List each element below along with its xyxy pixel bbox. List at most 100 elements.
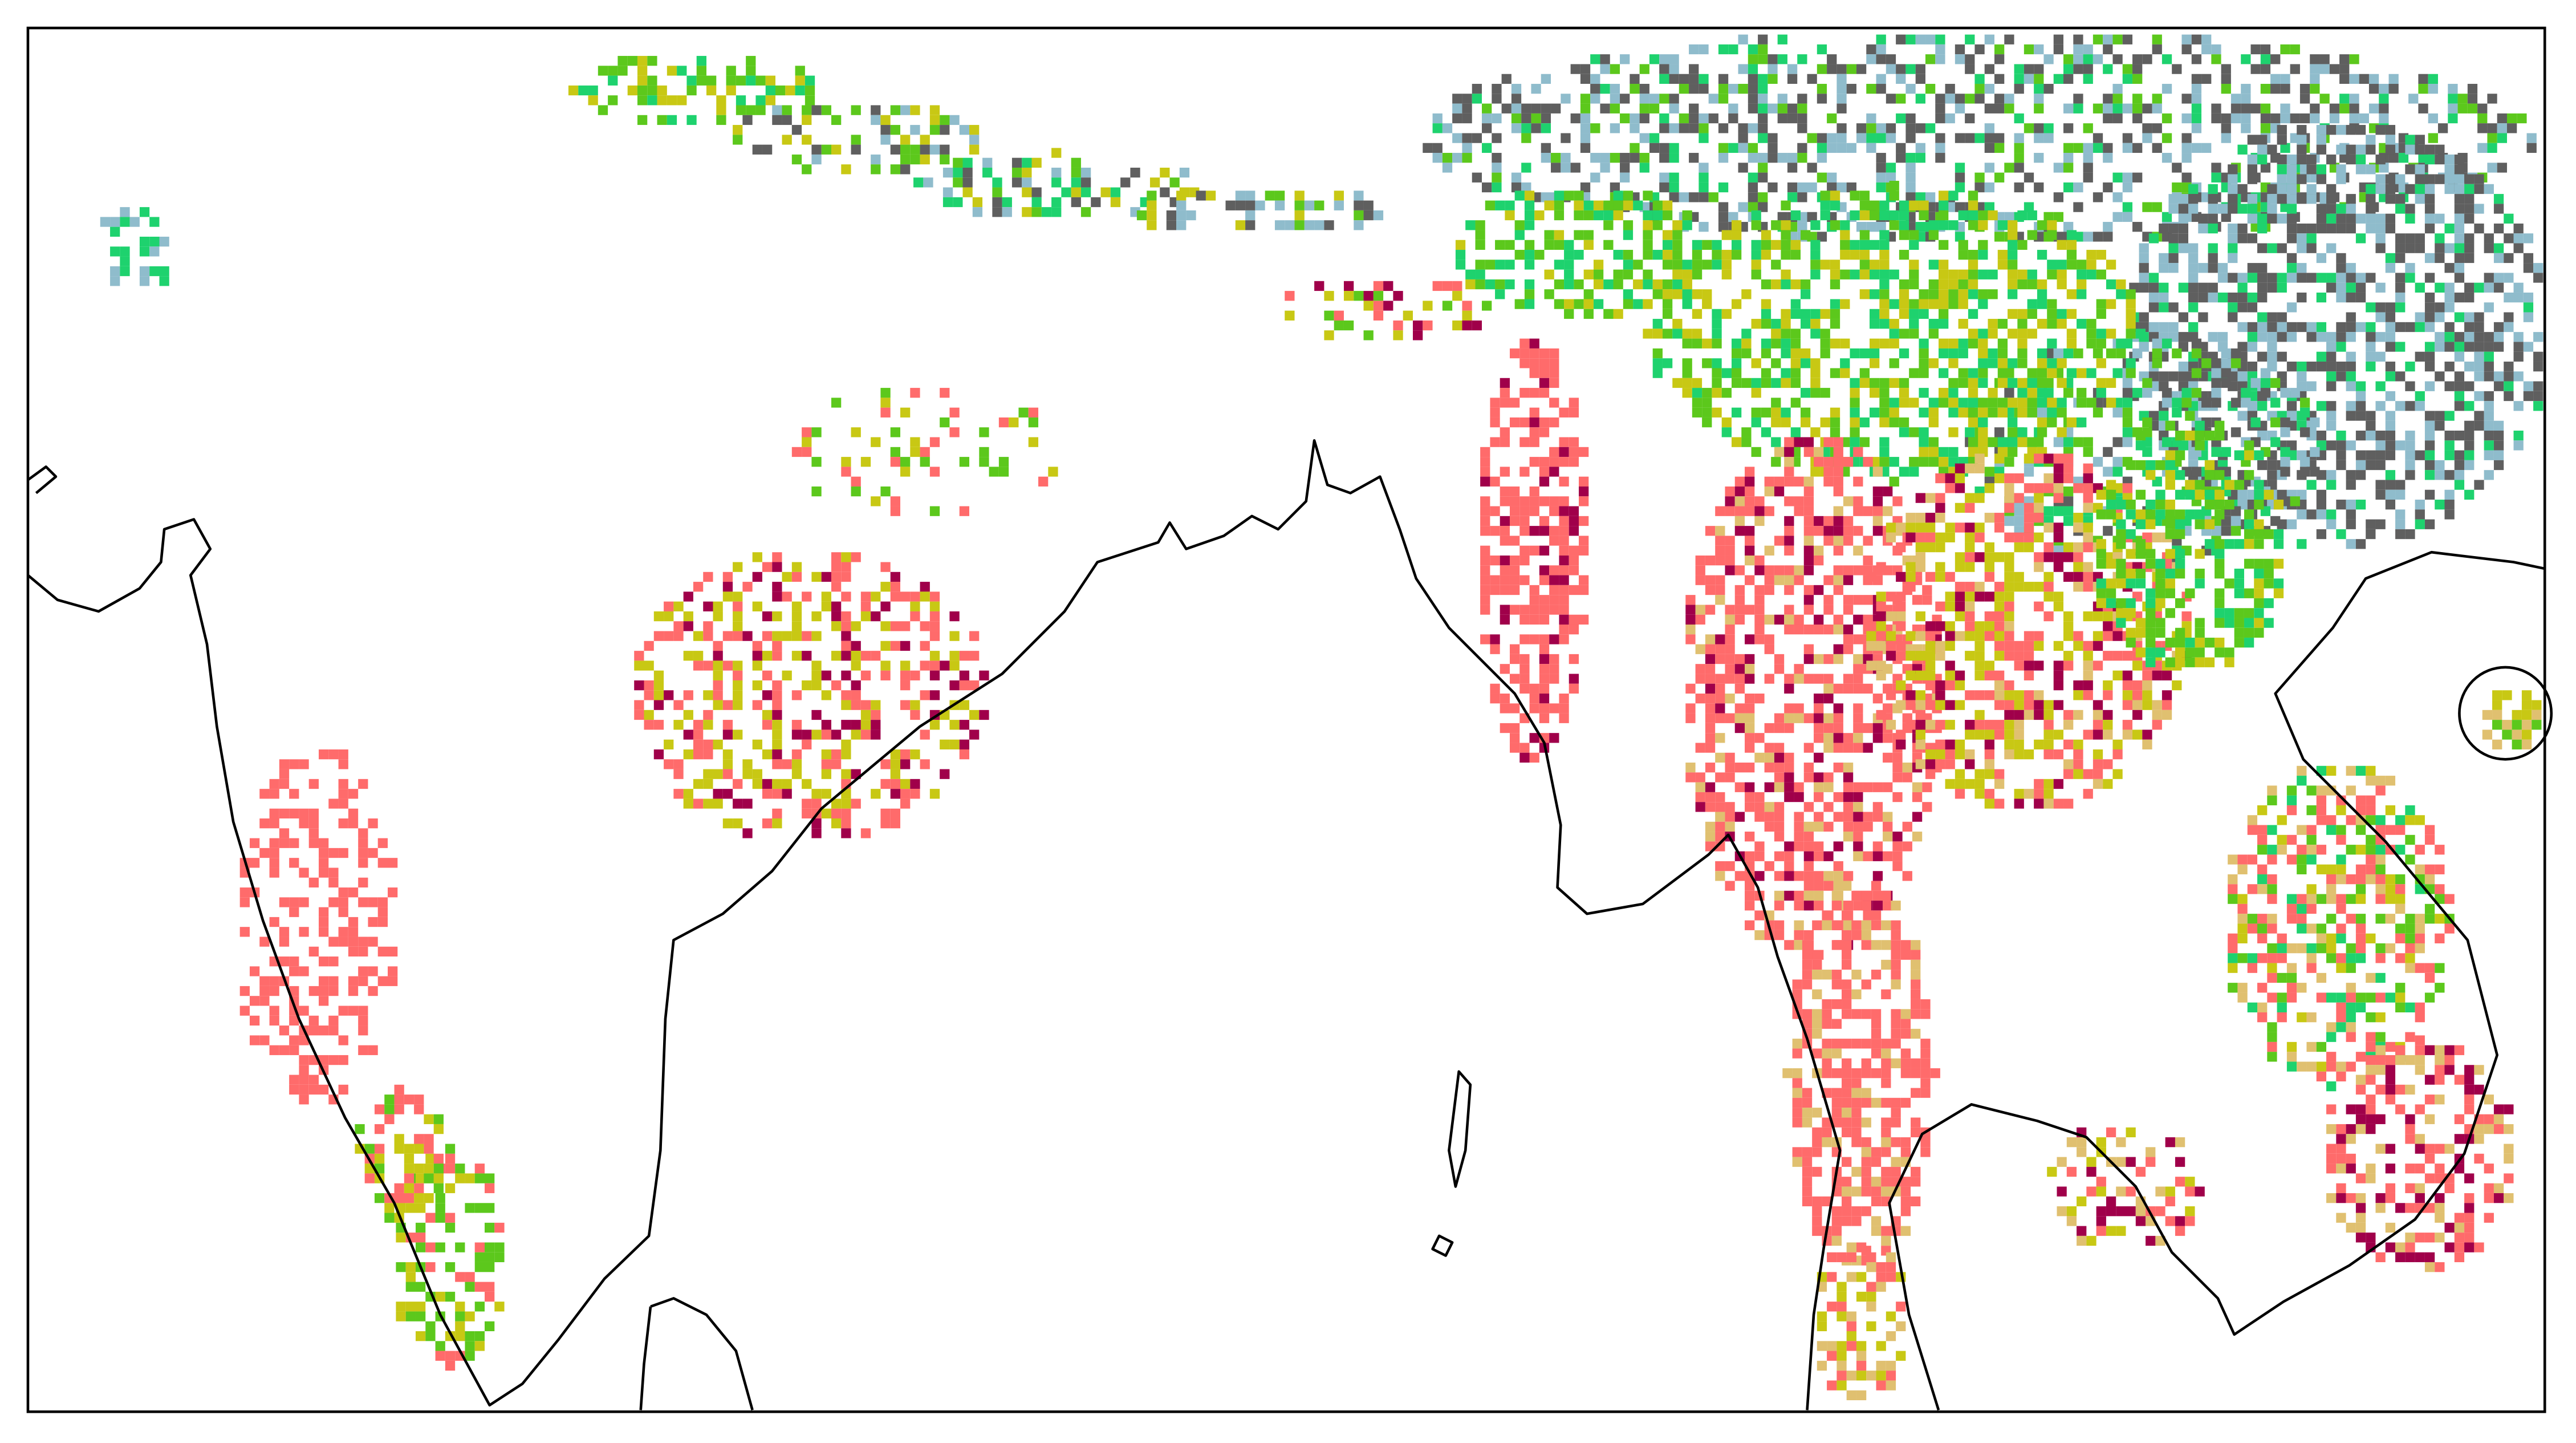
land-cover-cell	[2014, 64, 2024, 74]
land-cover-cell	[2063, 163, 2074, 173]
land-cover-cell	[1659, 182, 1669, 193]
land-cover-cell	[1853, 713, 1863, 723]
land-cover-cell	[1712, 329, 1722, 339]
land-cover-cell	[1590, 123, 1600, 133]
land-cover-cell	[2297, 943, 2307, 954]
land-cover-cell	[1758, 153, 1768, 163]
land-cover-cell	[1610, 182, 1620, 193]
land-cover-cell	[2385, 322, 2396, 333]
land-cover-cell	[1800, 319, 1811, 329]
land-cover-cell	[2024, 123, 2034, 133]
land-cover-cell	[2484, 282, 2494, 293]
land-cover-cell	[2112, 192, 2123, 202]
land-cover-cell	[2316, 923, 2327, 934]
land-cover-cell	[2004, 690, 2014, 700]
land-cover-cell	[1928, 260, 1939, 270]
land-cover-cell	[1984, 483, 1994, 493]
land-cover-cell	[2146, 608, 2156, 618]
land-cover-cell	[1810, 368, 1821, 378]
land-cover-cell	[2247, 233, 2258, 244]
land-cover-cell	[2474, 361, 2484, 372]
land-cover-cell	[2336, 174, 2346, 184]
land-cover-cell	[2513, 292, 2524, 303]
land-cover-cell	[1984, 202, 1994, 212]
land-cover-cell	[2286, 174, 2297, 184]
land-cover-cell	[2316, 164, 2327, 175]
land-cover-cell	[2122, 172, 2133, 183]
land-cover-cell	[1833, 565, 1843, 575]
land-cover-cell	[2106, 348, 2116, 359]
land-cover-cell	[2424, 351, 2435, 362]
land-cover-cell	[1669, 64, 1679, 74]
land-cover-cell	[2155, 618, 2165, 628]
land-cover-cell	[2043, 582, 2054, 592]
land-cover-cell	[1718, 123, 1729, 133]
land-cover-cell	[913, 177, 924, 188]
land-cover-cell	[2435, 500, 2445, 510]
land-cover-cell	[1823, 851, 1834, 861]
land-cover-cell	[2096, 250, 2106, 260]
land-cover-cell	[2336, 1071, 2346, 1082]
land-cover-cell	[1761, 407, 1771, 418]
land-cover-cell	[2004, 621, 2014, 631]
land-cover-cell	[2277, 992, 2287, 1003]
land-cover-cell	[1235, 200, 1246, 210]
land-cover-cell	[1781, 378, 1791, 388]
land-cover-cell	[647, 85, 657, 96]
land-cover-cell	[1955, 103, 1965, 114]
land-cover-cell	[2063, 348, 2074, 359]
land-cover-cell	[1712, 358, 1722, 368]
land-cover-cell	[2228, 312, 2238, 322]
land-cover-cell	[2395, 894, 2406, 904]
land-cover-cell	[1524, 289, 1535, 299]
land-cover-cell	[1531, 103, 1541, 114]
land-cover-cell	[1814, 752, 1824, 763]
land-cover-cell	[2043, 710, 2054, 720]
land-cover-cell	[1692, 407, 1703, 418]
land-cover-cell	[2198, 263, 2208, 273]
land-cover-cell	[1928, 358, 1939, 368]
land-cover-cell	[1519, 358, 1530, 368]
land-cover-cell	[2395, 273, 2406, 283]
land-cover-cell	[1702, 240, 1712, 250]
land-cover-cell	[2395, 1252, 2406, 1262]
land-cover-cell	[1935, 759, 1945, 769]
land-cover-cell	[1925, 54, 1936, 64]
land-cover-cell	[2286, 184, 2297, 194]
land-cover-cell	[1794, 437, 1804, 447]
land-cover-cell	[1935, 94, 1945, 104]
land-cover-cell	[2034, 552, 2044, 562]
land-cover-cell	[2375, 1055, 2386, 1065]
land-cover-cell	[1912, 832, 1923, 842]
land-cover-cell	[1462, 103, 1472, 114]
land-cover-cell	[2379, 84, 2389, 94]
land-cover-cell	[1784, 890, 1794, 901]
land-cover-cell	[2375, 213, 2386, 224]
land-cover-cell	[2306, 834, 2317, 845]
land-cover-cell	[2093, 779, 2103, 789]
land-cover-cell	[2474, 411, 2484, 421]
land-cover-cell	[2346, 815, 2356, 825]
land-cover-cell	[1886, 631, 1896, 641]
land-cover-cell	[2405, 1032, 2415, 1042]
land-cover-cell	[1803, 526, 1814, 536]
land-cover-cell	[1833, 654, 1843, 664]
land-cover-cell	[2057, 358, 2067, 368]
land-cover-cell	[1965, 759, 1975, 769]
land-cover-cell	[1784, 565, 1794, 575]
land-cover-cell	[1820, 200, 1830, 210]
land-cover-cell	[2297, 243, 2307, 253]
land-cover-cell	[2132, 348, 2143, 359]
land-cover-cell	[2191, 74, 2202, 84]
land-cover-cell	[2211, 398, 2221, 408]
land-cover-cell	[1915, 94, 1925, 104]
land-cover-cell	[1945, 483, 1955, 493]
land-cover-cell	[1870, 319, 1880, 329]
land-cover-cell	[1343, 320, 1354, 331]
land-cover-cell	[2395, 322, 2406, 333]
land-cover-cell	[1833, 723, 1843, 733]
land-cover-cell	[1794, 614, 1804, 625]
land-cover-cell	[2299, 407, 2310, 418]
land-cover-cell	[1876, 54, 1886, 64]
land-cover-cell	[1955, 611, 1965, 622]
